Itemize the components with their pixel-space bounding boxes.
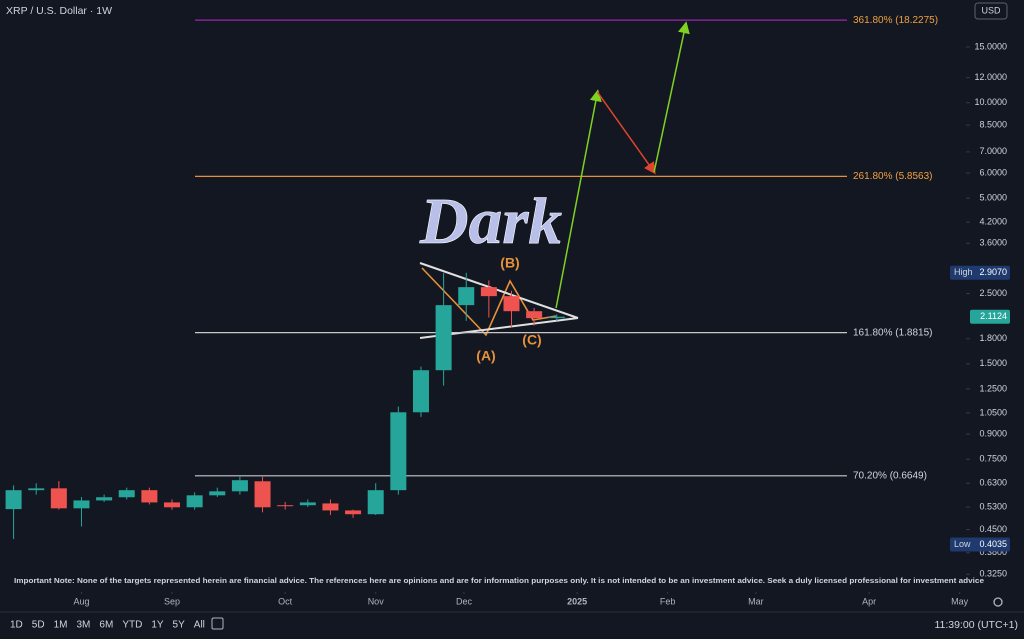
candle-body [209, 491, 226, 496]
candle-body [345, 510, 362, 515]
y-tick-label: 1.8000 [979, 333, 1007, 343]
range-button[interactable]: YTD [122, 620, 142, 631]
candle-body [299, 502, 316, 506]
y-tick-label: 0.4500 [979, 524, 1007, 534]
low-label: Low [954, 539, 971, 549]
wave-label: (B) [500, 255, 519, 271]
range-button[interactable]: 1M [54, 620, 68, 631]
x-tick-label: Sep [164, 596, 180, 606]
fib-label: 261.80% (5.8563) [853, 171, 933, 182]
y-tick-label: 7.0000 [979, 146, 1007, 156]
range-button[interactable]: All [194, 620, 205, 631]
clock: 11:39:00 (UTC+1) [934, 619, 1018, 631]
wave-label: (A) [476, 348, 495, 364]
calendar-icon[interactable] [211, 617, 224, 630]
high-value: 2.9070 [979, 267, 1007, 277]
candle-body [5, 490, 22, 510]
range-button[interactable]: 6M [99, 620, 113, 631]
x-tick-label: Apr [862, 596, 876, 606]
y-tick-label: 0.3250 [979, 569, 1007, 579]
candle-body [277, 505, 294, 507]
x-tick-label: Feb [660, 596, 676, 606]
range-button[interactable]: 3M [77, 620, 91, 631]
candle-body [254, 481, 271, 508]
last-price-badge [970, 309, 1010, 324]
settings-icon[interactable] [993, 597, 1003, 607]
candle-body [141, 490, 158, 503]
candle-body [322, 503, 339, 511]
candle-body [186, 495, 203, 508]
candle-body [435, 305, 452, 371]
y-tick-label: 0.7500 [979, 454, 1007, 464]
currency-box[interactable] [974, 2, 1008, 20]
candle-body [231, 480, 248, 492]
y-tick-label: 1.2500 [979, 383, 1007, 393]
candle-body [96, 497, 113, 501]
candle-body [28, 488, 45, 491]
chart-title: XRP / U.S. Dollar · 1W [6, 5, 112, 17]
candle-body [164, 502, 181, 508]
watermark: Dark [419, 185, 562, 258]
y-tick-label: 0.5300 [979, 501, 1007, 511]
y-tick-label: 15.0000 [974, 41, 1007, 51]
low-value: 0.4035 [979, 539, 1007, 549]
low-badge [950, 537, 1010, 552]
y-tick-label: 8.5000 [979, 120, 1007, 130]
x-tick-label: Nov [368, 596, 385, 606]
range-button[interactable]: 1D [10, 620, 23, 631]
candle-body [118, 490, 135, 498]
high-badge [950, 265, 1010, 280]
y-tick-label: 1.0500 [979, 407, 1007, 417]
y-tick-label: 4.2000 [979, 217, 1007, 227]
wave-pattern [421, 267, 557, 337]
range-button[interactable]: 5D [32, 620, 45, 631]
fib-label: 70.20% (0.6649) [853, 470, 927, 481]
candle-body [503, 296, 520, 312]
y-tick-label: 0.3800 [979, 547, 1007, 557]
x-tick-label: Oct [278, 596, 293, 606]
y-tick-label: 6.0000 [979, 167, 1007, 177]
range-button[interactable]: 1Y [151, 620, 164, 631]
candle-body [458, 287, 475, 306]
wave-label: (C) [522, 332, 541, 348]
projection-arrow [555, 89, 602, 309]
x-tick-label: May [951, 596, 969, 606]
y-tick-label: 10.0000 [974, 97, 1007, 107]
y-tick-label: 2.5000 [979, 288, 1007, 298]
high-label: High [954, 267, 973, 277]
candle-body [73, 500, 90, 509]
candle-body [526, 311, 543, 319]
y-tick-label: 12.0000 [974, 72, 1007, 82]
candle-body [412, 370, 429, 413]
fib-label: 161.80% (1.8815) [853, 327, 933, 338]
range-button[interactable]: 5Y [173, 620, 186, 631]
y-tick-label: 0.9000 [979, 429, 1007, 439]
fib-label: 361.80% (18.2275) [853, 15, 938, 26]
x-tick-label: 2025 [567, 596, 587, 606]
x-tick-label: Aug [73, 596, 89, 606]
candle-body [50, 488, 67, 509]
x-tick-label: Mar [748, 596, 764, 606]
y-tick-label: 1.5000 [979, 358, 1007, 368]
y-tick-label: 5.0000 [979, 193, 1007, 203]
projection-arrow [653, 21, 690, 173]
y-tick-label: 0.6300 [979, 478, 1007, 488]
currency[interactable]: USD [981, 5, 1001, 15]
x-tick-label: Dec [456, 596, 473, 606]
candle-body [390, 412, 407, 491]
projection-arrow [596, 91, 656, 175]
last-price-value: 2.1124 [980, 311, 1007, 321]
candle-body [480, 287, 497, 297]
y-tick-label: 3.6000 [979, 238, 1007, 248]
triangle-upper [419, 262, 579, 319]
disclaimer: Important Note: None of the targets repr… [14, 576, 984, 585]
candle-body [548, 316, 565, 319]
candle-body [367, 490, 384, 515]
